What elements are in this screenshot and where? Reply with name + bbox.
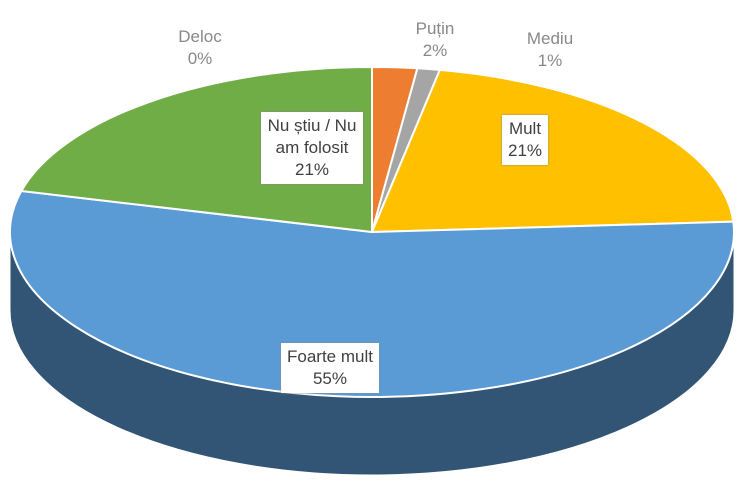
label-name: Mediu [526,29,574,48]
data-label: Mediu 1% [521,25,579,75]
slice [19,65,373,234]
data-label: Foarte mult 55% [281,343,379,393]
label-value: 55% [312,369,348,388]
label-value: 21% [294,160,330,179]
label-name: Nu știu / Nu am folosit [267,116,357,157]
label-value: 2% [422,41,448,60]
slice [370,68,735,234]
label-name: Mult [508,119,542,138]
label-value: 0% [187,49,213,68]
label-name: Deloc [178,27,222,46]
data-label: Puțin 2% [410,15,461,65]
slice [9,189,735,398]
label-value: 21% [507,141,543,160]
data-label: Nu știu / Nu am folosit 21% [261,112,363,184]
data-label: Deloc 0% [172,23,227,73]
label-name: Puțin [415,19,455,38]
label-value: 1% [537,51,563,70]
data-label: Mult 21% [501,115,549,165]
label-name: Foarte mult [287,347,373,366]
